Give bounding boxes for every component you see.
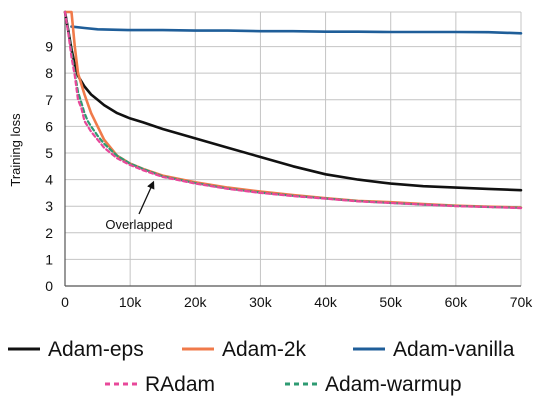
y-tick-label: 4 <box>45 172 53 188</box>
y-tick-label: 2 <box>45 225 53 241</box>
x-tick-label: 0 <box>61 294 69 310</box>
series-line-radam <box>63 10 523 210</box>
legend: Adam-eps Adam-2k Adam-vanilla RAdam Adam-war… <box>8 338 515 396</box>
x-tick-label: 30k <box>249 294 273 310</box>
legend-label: Adam-eps <box>48 338 144 361</box>
y-tick-label: 7 <box>45 92 53 108</box>
annotation-overlapped: Overlapped <box>105 217 172 232</box>
y-tick-label: 3 <box>45 198 53 214</box>
y-tick-label: 8 <box>45 65 53 81</box>
series-line-adam-vanilla <box>70 25 523 35</box>
x-tick-label: 70k <box>510 294 534 310</box>
legend-label: Adam-2k <box>222 338 307 361</box>
x-tick-label: 10k <box>119 294 143 310</box>
axes <box>64 12 521 287</box>
annotation-arrow <box>138 180 155 215</box>
x-tick-label: 50k <box>379 294 403 310</box>
x-tick-label: 60k <box>445 294 469 310</box>
legend-label: Adam-vanilla <box>393 338 515 361</box>
grid <box>64 11 522 287</box>
series-line-adam-2k <box>63 10 523 209</box>
legend-label: RAdam <box>145 373 215 396</box>
series-line-adam-eps <box>63 10 523 192</box>
y-tick-label: 1 <box>45 251 53 267</box>
legend-label: Adam-warmup <box>325 373 462 396</box>
x-tick-label: 40k <box>314 294 338 310</box>
y-tick-label: 9 <box>45 39 53 55</box>
series-line-adam-warmup <box>63 10 523 209</box>
series-lines <box>63 10 523 210</box>
y-tick-label: 5 <box>45 145 53 161</box>
tick-labels: 0 1 2 3 4 5 6 7 8 9 0 10k 20k 30k 40k 50k 60k 70k <box>45 39 533 310</box>
annotation: Overlapped <box>105 180 173 232</box>
y-tick-label: 6 <box>45 118 53 134</box>
x-tick-label: 20k <box>184 294 208 310</box>
y-tick-label: 0 <box>45 278 53 294</box>
y-axis-label: Training loss <box>8 113 23 187</box>
